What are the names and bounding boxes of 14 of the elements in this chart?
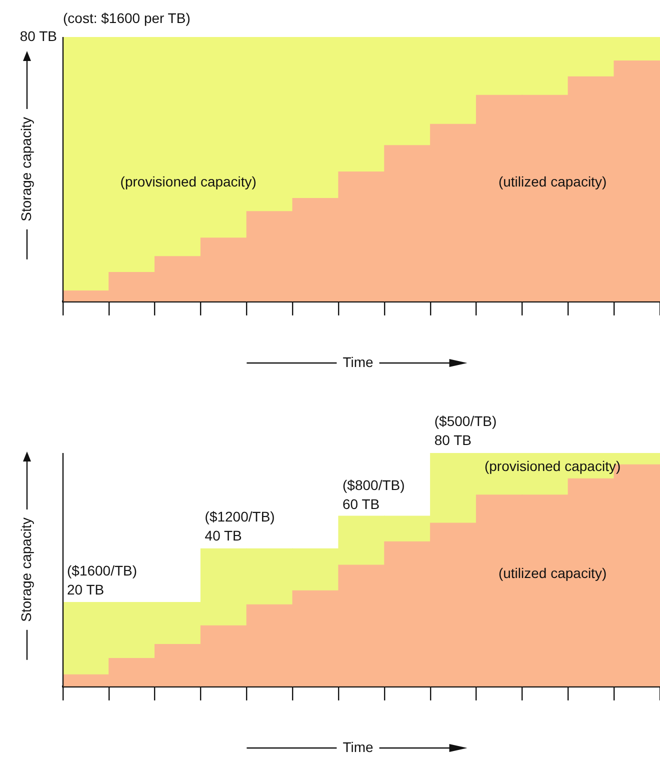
y-axis-title: Storage capacity [18,117,34,222]
y-axis-title: Storage capacity [18,518,34,622]
x-axis-title: Time [342,738,374,755]
annotation: ($1200/TB) 40 TB [204,508,275,544]
annotation: (utilized capacity) [498,565,607,582]
chart-title: (cost: $1600 per TB) [63,10,190,26]
x-axis-title: Time [342,354,374,370]
text: ($500/TB) 80 TB [434,413,497,448]
annotation: (provisioned capacity) [484,458,621,474]
annotation: ($800/TB) 60 TB [342,477,405,512]
annotation: ($1600/TB) 20 TB [67,562,138,598]
annotation: (provisioned capacity) [120,173,256,190]
annotation: (utilized capacity) [498,173,607,190]
text: 80 TB [20,28,57,44]
